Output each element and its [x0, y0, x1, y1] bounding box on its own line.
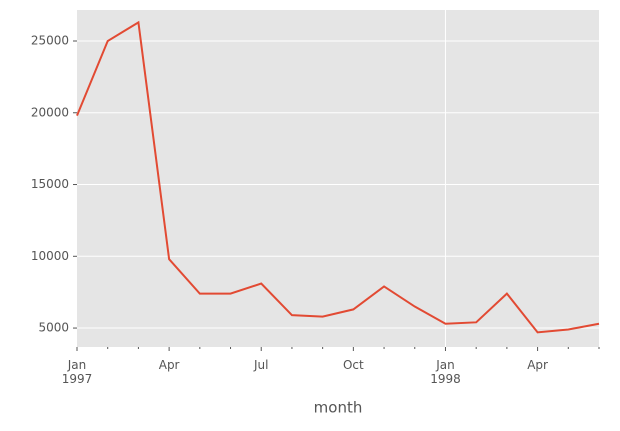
y-tick-label: 15000: [31, 177, 69, 191]
x-tick-label: Jan 1997: [62, 358, 93, 386]
line-series: [76, 20, 600, 334]
y-tick-label: 25000: [31, 34, 69, 48]
y-tick-label: 5000: [38, 321, 69, 335]
x-tick-label: Jan 1998: [430, 358, 461, 386]
x-tick-label: Jul: [253, 358, 268, 372]
x-tick-label: Oct: [343, 358, 364, 372]
x-tick-label: Apr: [527, 358, 548, 372]
x-tick-label: Apr: [159, 358, 180, 372]
x-axis-label: month: [314, 399, 363, 417]
y-tick-label: 20000: [31, 105, 69, 119]
y-tick-label: 10000: [31, 249, 69, 263]
plot-area: [77, 10, 599, 347]
